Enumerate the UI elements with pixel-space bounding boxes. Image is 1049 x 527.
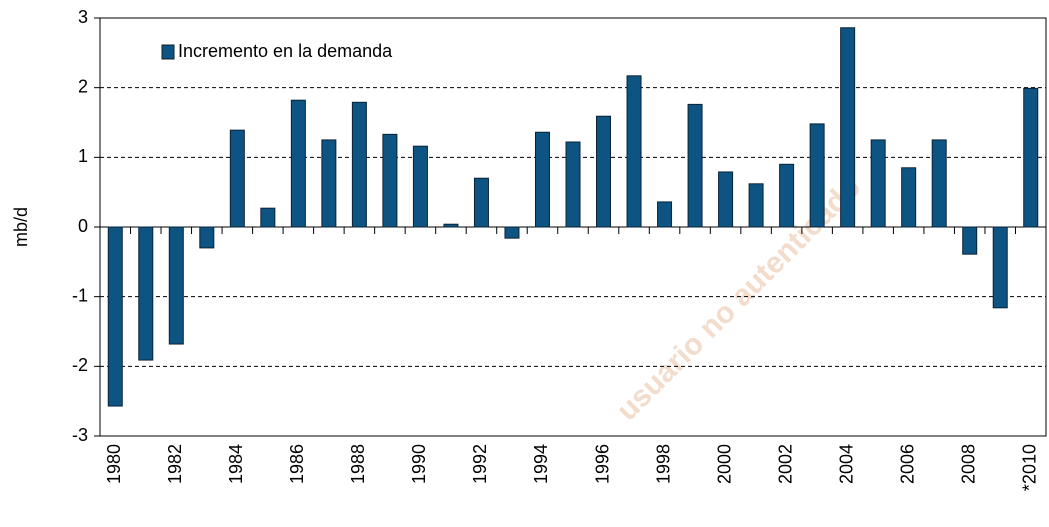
bar — [321, 139, 337, 228]
x-tick-label: 1988 — [348, 444, 368, 484]
y-axis-label: mb/d — [11, 207, 31, 247]
x-tick-label: 1994 — [531, 444, 551, 484]
bar — [626, 75, 642, 228]
bar — [412, 145, 428, 228]
bar — [534, 131, 550, 228]
y-tick-label: -2 — [72, 355, 88, 375]
bar — [443, 223, 459, 228]
bar — [718, 171, 734, 228]
x-tick-label: 1996 — [592, 444, 612, 484]
bar — [565, 141, 581, 228]
x-tick-label: 1990 — [409, 444, 429, 484]
bar — [992, 226, 1008, 309]
y-tick-label: 0 — [78, 216, 88, 236]
bar — [504, 226, 520, 239]
x-tick-label: 2008 — [958, 444, 978, 484]
x-tick-label: 2004 — [836, 444, 856, 484]
bar — [962, 226, 978, 255]
bar — [901, 167, 917, 228]
bar — [779, 163, 795, 228]
x-tick-label: *2010 — [1019, 444, 1039, 491]
bar — [138, 226, 154, 361]
bar — [687, 103, 703, 228]
bar — [596, 115, 612, 228]
bar — [657, 201, 673, 228]
legend-label: Incremento en la demanda — [178, 41, 393, 61]
bar — [870, 139, 886, 228]
y-tick-label: 1 — [78, 146, 88, 166]
bar — [260, 207, 276, 228]
x-tick-label: 1982 — [165, 444, 185, 484]
legend-swatch — [161, 44, 175, 60]
bar — [931, 139, 947, 228]
bar — [168, 226, 184, 345]
y-tick-label: -3 — [72, 425, 88, 445]
bar — [1023, 87, 1039, 228]
y-tick-label: 2 — [78, 76, 88, 96]
x-tick-label: 1980 — [104, 444, 124, 484]
bar — [351, 101, 367, 228]
x-tick-label: 2000 — [714, 444, 734, 484]
x-tick-label: 1984 — [226, 444, 246, 484]
bar — [107, 226, 123, 407]
bar — [473, 177, 489, 228]
x-tick-label: 2006 — [897, 444, 917, 484]
x-tick-label: 1986 — [287, 444, 307, 484]
bar — [229, 129, 245, 228]
bar — [382, 133, 398, 228]
bar — [809, 123, 825, 228]
x-tick-label: 1998 — [653, 444, 673, 484]
bar — [199, 226, 215, 249]
bar — [748, 183, 764, 228]
x-tick-label: 2002 — [775, 444, 795, 484]
y-tick-label: -1 — [72, 285, 88, 305]
watermark: usuario no autenticado — [611, 171, 868, 428]
x-tick-label: 1992 — [470, 444, 490, 484]
bar — [840, 27, 856, 228]
y-tick-label: 3 — [78, 7, 88, 27]
bar — [290, 99, 306, 228]
